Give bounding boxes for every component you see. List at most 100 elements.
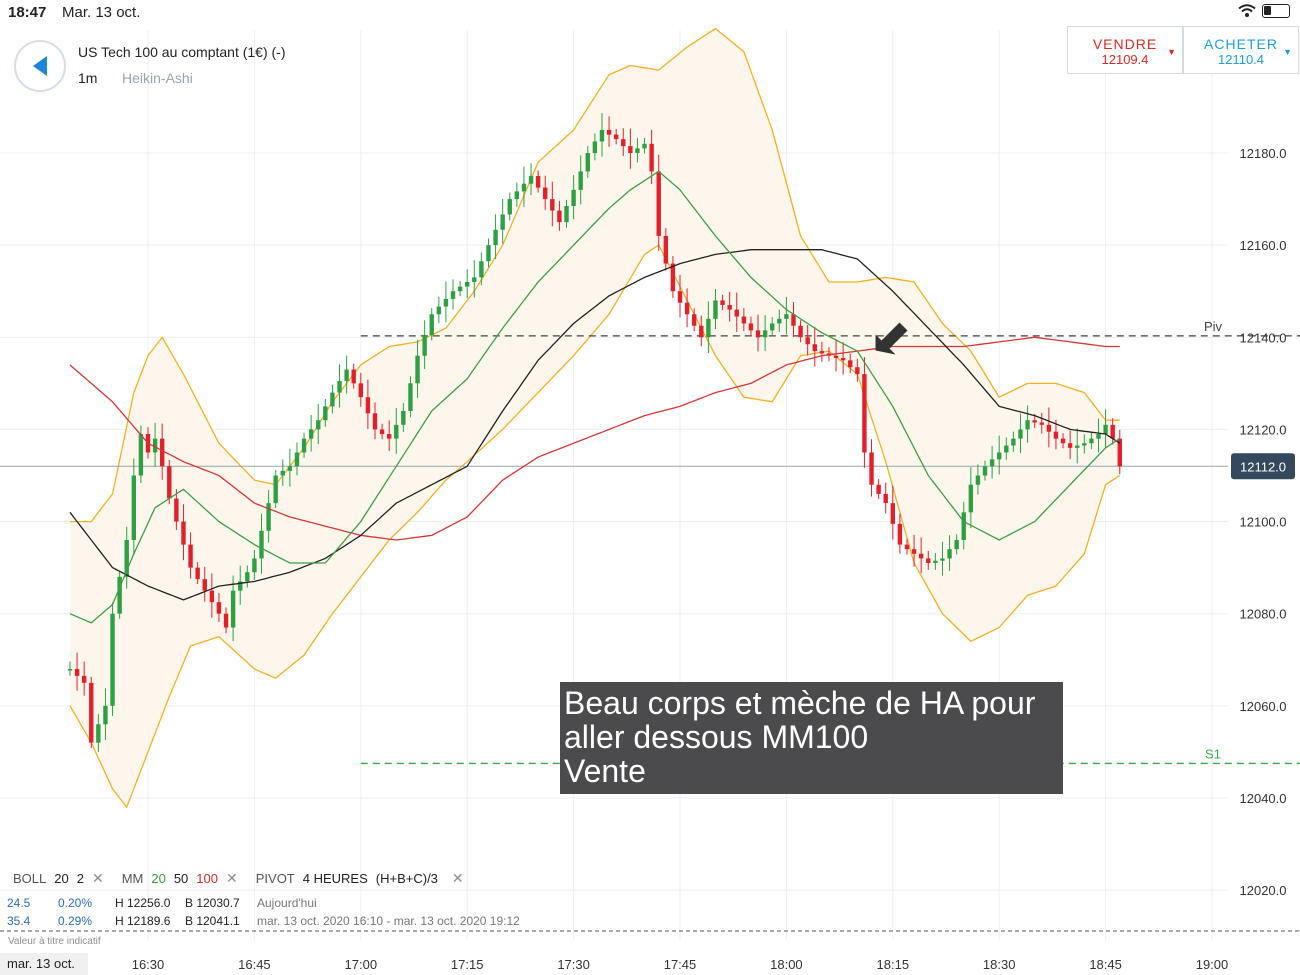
x-tick-label: 19:00	[1196, 957, 1229, 972]
candle-body	[259, 530, 264, 559]
candle-body	[706, 318, 711, 338]
candle-body	[493, 229, 498, 246]
candle-body	[1060, 438, 1066, 444]
mm-period-20: 20	[151, 870, 166, 886]
candle-body	[103, 705, 108, 725]
candle-body	[621, 139, 626, 147]
candle-body	[138, 434, 144, 476]
candle-body	[904, 544, 910, 550]
candle-body	[840, 358, 846, 361]
back-button[interactable]	[14, 40, 66, 92]
candle-body	[649, 143, 654, 172]
candle-body	[202, 579, 207, 591]
candle-body	[770, 323, 775, 331]
candle-body	[1075, 445, 1080, 448]
x-tick-label: 16:30	[132, 957, 165, 972]
candle-body	[684, 302, 690, 315]
instrument-name[interactable]: US Tech 100 au comptant (1€) (-)	[78, 44, 286, 60]
candle-body	[606, 129, 612, 135]
candle-body	[876, 484, 881, 494]
candle-body	[443, 298, 449, 307]
candle-body	[1067, 443, 1073, 448]
candle-body	[997, 452, 1002, 460]
current-price-tag	[1231, 453, 1295, 480]
x-tick-label: 17:45	[664, 957, 697, 972]
remove-mm-icon[interactable]: ✕	[226, 869, 238, 886]
candle-body	[152, 438, 158, 453]
candle-body	[124, 539, 129, 577]
candle-body	[982, 466, 988, 476]
pivot-indicator[interactable]: PIVOT 4 HEURES (H+B+C)/3 ✕	[256, 870, 464, 887]
candle-body	[479, 261, 484, 278]
candle-body	[1011, 438, 1016, 446]
chart-type-selector[interactable]: Heikin-Ashi	[122, 70, 193, 86]
mm-indicator[interactable]: MM 20 50 100 ✕	[122, 870, 238, 887]
candle-body	[528, 176, 534, 184]
candle-body	[167, 466, 172, 499]
candle-body	[535, 176, 541, 188]
candle-body	[1053, 431, 1059, 439]
x-tick-label: 18:30	[983, 957, 1016, 972]
candle-body	[862, 374, 867, 453]
candle-body	[287, 466, 293, 471]
candle-body	[918, 553, 924, 559]
candle-body	[550, 199, 555, 211]
remove-boll-icon[interactable]: ✕	[91, 869, 104, 886]
timeframe-selector[interactable]: 1m	[78, 70, 98, 86]
change-points: 24.5	[7, 896, 31, 910]
candle-body	[159, 438, 165, 467]
x-tick-label: 17:30	[557, 957, 590, 972]
battery-icon	[1262, 4, 1290, 18]
candle-body	[223, 613, 229, 628]
candle-body	[578, 171, 583, 190]
candle-body	[521, 183, 527, 192]
remove-pivot-icon[interactable]: ✕	[451, 869, 464, 886]
y-tick-label: 12160.0	[1240, 238, 1287, 253]
candle-body	[741, 316, 747, 324]
candle-body	[1082, 443, 1087, 446]
boll-indicator[interactable]: BOLL 20 2 ✕	[13, 870, 104, 887]
candle-body	[415, 355, 420, 384]
x-tick-label: 16:45	[238, 957, 271, 972]
status-time: 18:47	[8, 4, 47, 21]
buy-button[interactable]: ACHETER 12110.4 ▼	[1183, 26, 1299, 74]
sell-dropdown-icon: ▼	[1167, 47, 1176, 57]
candle-body	[543, 187, 548, 200]
candle-body	[968, 484, 974, 513]
candle-body	[628, 146, 633, 153]
candle-body	[365, 397, 371, 414]
candle-body	[1103, 424, 1108, 435]
candle-body	[1096, 434, 1101, 439]
wifi-icon	[1238, 4, 1256, 17]
mm-period-100: 100	[196, 870, 218, 886]
candle-body	[677, 291, 683, 303]
candle-body	[337, 381, 342, 393]
sell-button[interactable]: VENDRE 12109.4 ▼	[1067, 26, 1183, 74]
low-value: B 12030.7	[185, 896, 240, 910]
candle-body	[833, 355, 839, 359]
candle-body	[514, 191, 520, 200]
candle-body	[1004, 445, 1009, 453]
candle-body	[819, 351, 825, 354]
candle-body	[372, 413, 378, 430]
indicator-legend: BOLL 20 2 ✕ MM 20 50 100 ✕ PIVOT 4 HEURE…	[0, 868, 1230, 888]
candle-body	[947, 549, 952, 559]
candle-body	[720, 300, 725, 306]
sell-price: 12109.4	[1101, 52, 1149, 67]
candle-body	[245, 572, 250, 582]
candle-body	[117, 576, 122, 614]
candle-body	[926, 558, 931, 564]
candle-body	[848, 360, 853, 368]
pivot-name: PIVOT	[255, 870, 295, 886]
candle-body	[486, 245, 491, 262]
candle-body	[557, 210, 562, 223]
candle-body	[330, 392, 335, 407]
x-tick-label: 18:00	[770, 957, 803, 972]
candle-body	[252, 558, 257, 573]
candle-body	[805, 337, 810, 345]
candle-body	[1089, 438, 1094, 444]
candle-body	[1110, 424, 1115, 439]
candle-body	[663, 235, 669, 264]
candle-body	[777, 318, 782, 324]
